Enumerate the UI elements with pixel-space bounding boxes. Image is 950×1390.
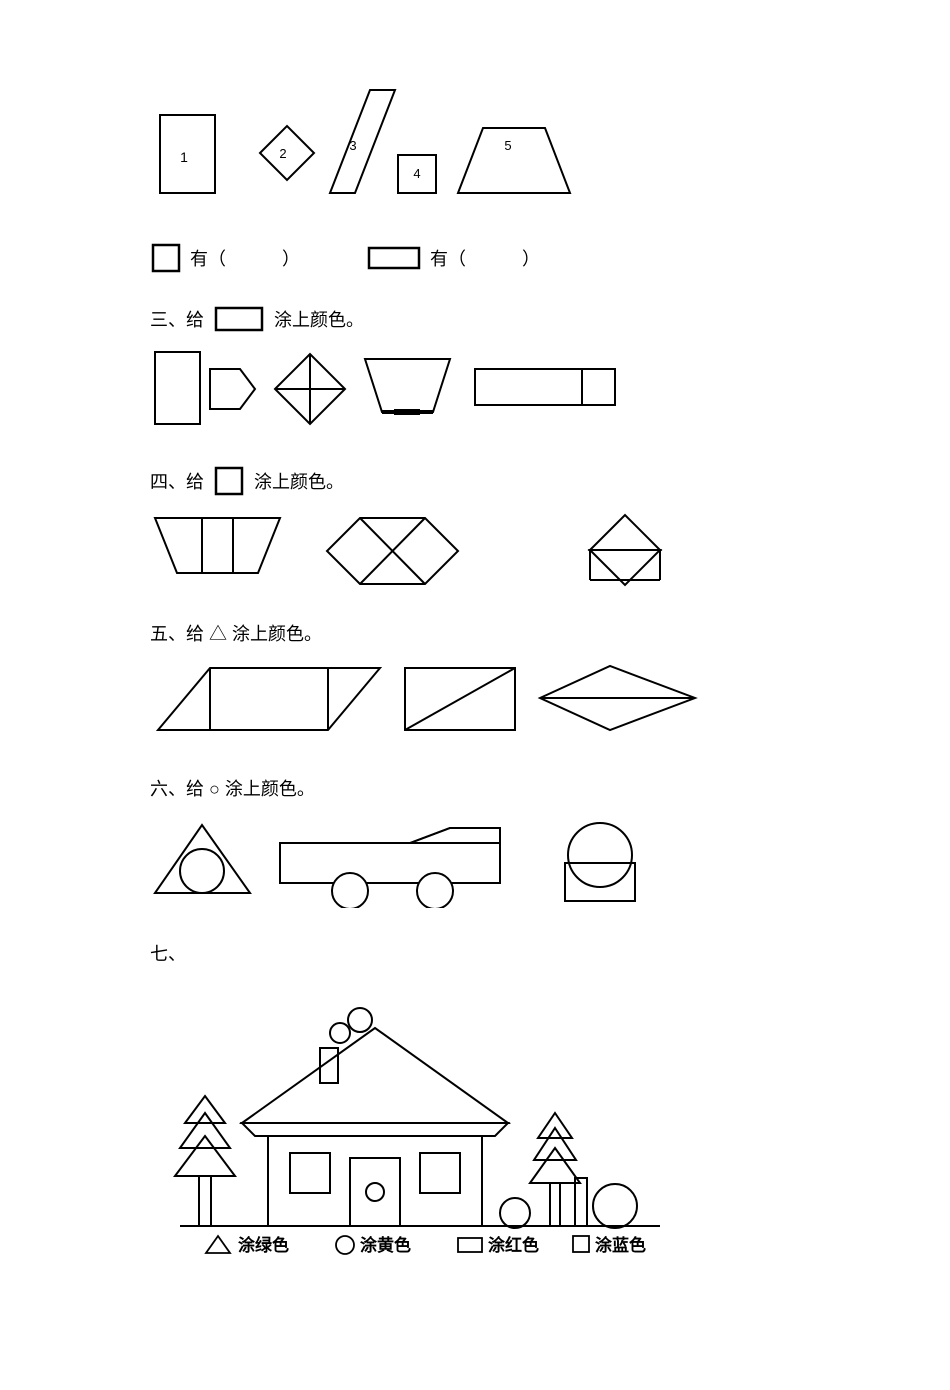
top-shapes-row: 1 2 3 4 5 (150, 80, 800, 210)
q5-shapes (150, 658, 710, 743)
label-5: 5 (504, 138, 511, 153)
legend-sq: 涂蓝色 (595, 1235, 646, 1255)
q7-section: 七、 (150, 940, 800, 1258)
q4-section: 四、给 涂上颜色。 (150, 466, 800, 588)
label-4: 4 (413, 166, 420, 181)
has-text-1: 有（ (190, 245, 226, 271)
q3-rectangle-icon (214, 306, 264, 332)
q4-suffix: 涂上颜色。 (254, 468, 344, 494)
q6-section: 六、给 ○ 涂上颜色。 (150, 775, 800, 908)
tree-left (175, 1096, 235, 1226)
q6-shapes (150, 813, 670, 908)
q4-shapes (150, 508, 710, 588)
label-3: 3 (349, 138, 356, 153)
legend: 涂绿色 涂黄色 涂红色 涂蓝色 (206, 1235, 646, 1255)
q3-shapes (150, 344, 650, 434)
q5-text: 五、给 △ 涂上颜色。 (150, 620, 322, 646)
q3-prefix: 三、给 (150, 306, 204, 332)
paren-close-1: ） (282, 245, 300, 271)
q5-section: 五、给 △ 涂上颜色。 (150, 620, 800, 743)
label-1: 1 (180, 149, 188, 165)
tree-right (530, 1113, 580, 1226)
top-shapes-svg: 1 2 3 4 5 (150, 80, 600, 210)
legend-rect: 涂红色 (488, 1235, 539, 1255)
q4-square-icon (214, 466, 244, 496)
label-2: 2 (279, 146, 286, 161)
q6-text: 六、给 ○ 涂上颜色。 (150, 775, 315, 801)
q3-section: 三、给 涂上颜色。 (150, 306, 800, 434)
has-text-2: 有（ (430, 245, 466, 271)
legend-tri: 涂绿色 (238, 1235, 289, 1255)
square-small-icon (150, 242, 182, 274)
paren-close-2: ） (522, 245, 540, 271)
q7-heading: 七、 (150, 940, 186, 966)
q3-suffix: 涂上颜色。 (274, 306, 364, 332)
q2-section: 有（ ） 有（ ） (150, 242, 800, 274)
q4-prefix: 四、给 (150, 468, 204, 494)
q7-house-scene: 涂绿色 涂黄色 涂红色 涂蓝色 (150, 978, 690, 1258)
rectangle-small-icon (366, 245, 422, 271)
legend-circ: 涂黄色 (360, 1235, 411, 1255)
house (242, 1008, 508, 1226)
